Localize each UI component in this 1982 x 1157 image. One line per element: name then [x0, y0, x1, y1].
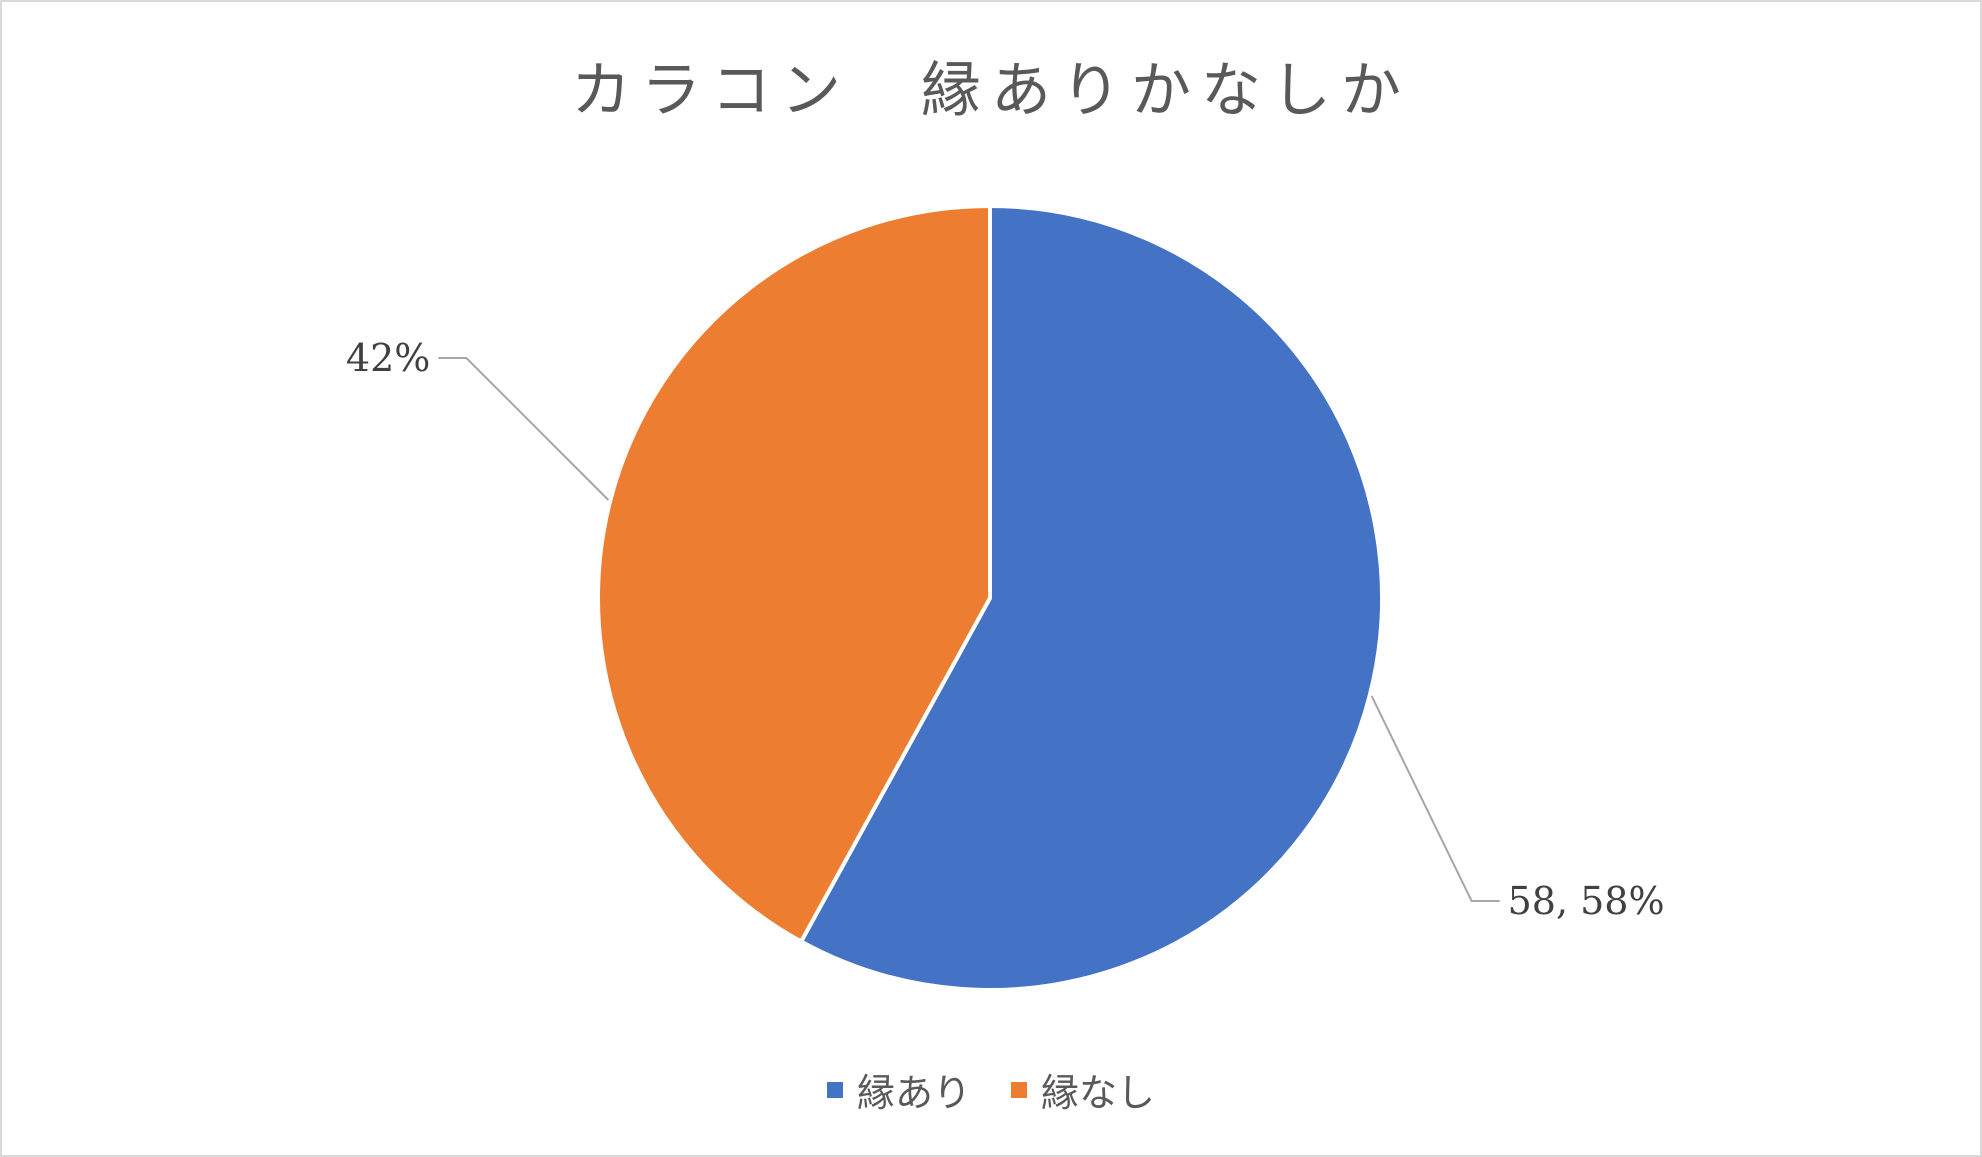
pie-slice-1 [596, 204, 992, 944]
leader-line-0 [1370, 695, 1500, 902]
legend-swatch-1 [1011, 1081, 1027, 1098]
chart-title: カラコン 縁ありかなしか [571, 56, 1411, 126]
data-labels: 58, 58% 42% [346, 336, 1665, 923]
pie-slices [596, 204, 1384, 992]
legend-entry-0: 縁あり [826, 1062, 971, 1117]
legend-label-1: 縁なし [1041, 1071, 1156, 1115]
data-label-0: 58, 58% [1508, 879, 1665, 923]
data-label-1: 42% [346, 336, 430, 380]
legend-label-0: 縁あり [856, 1071, 971, 1115]
pie-slice-0 [799, 204, 1384, 992]
legend-swatch-0 [826, 1081, 843, 1098]
leader-line-1 [438, 357, 610, 501]
leader-lines [438, 357, 1500, 902]
legend: 縁あり 縁なし [2, 1062, 1980, 1117]
legend-entry-1: 縁なし [1011, 1062, 1155, 1117]
